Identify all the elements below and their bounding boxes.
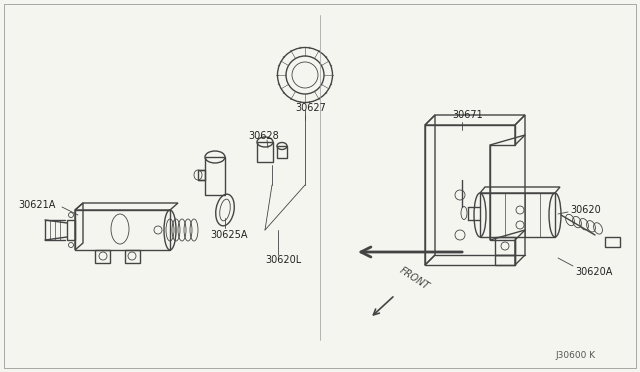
Text: FRONT: FRONT bbox=[398, 266, 431, 292]
Text: 30620: 30620 bbox=[570, 205, 601, 215]
Text: 30620L: 30620L bbox=[265, 255, 301, 265]
Text: J30600 K: J30600 K bbox=[555, 350, 595, 359]
Text: 30628: 30628 bbox=[248, 131, 279, 141]
Text: 30620A: 30620A bbox=[575, 267, 612, 277]
Text: 30627: 30627 bbox=[295, 103, 326, 113]
Text: 30621A: 30621A bbox=[18, 200, 56, 210]
Text: 30671: 30671 bbox=[452, 110, 483, 120]
Text: 30625A: 30625A bbox=[210, 230, 248, 240]
